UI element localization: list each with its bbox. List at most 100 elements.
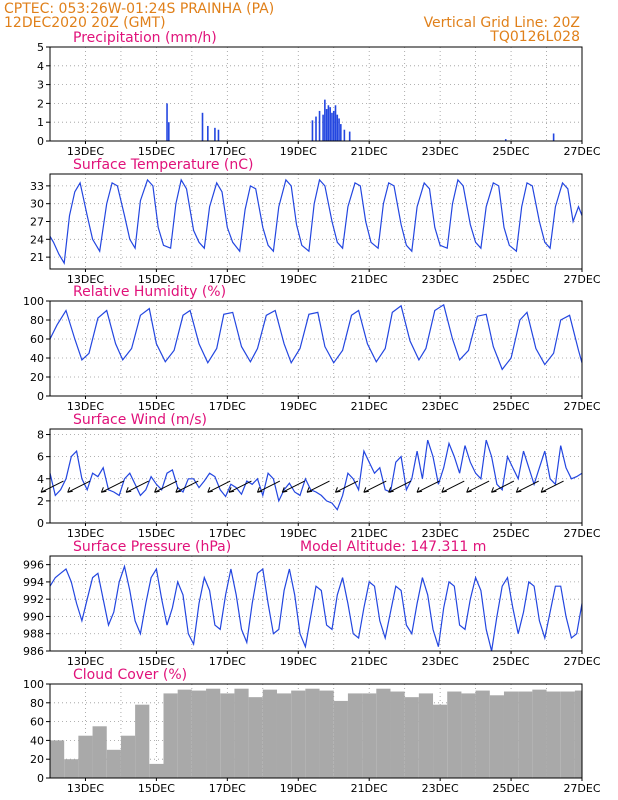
x-tick-label: 27DEC bbox=[563, 527, 600, 540]
cloud-bar bbox=[489, 695, 504, 778]
cloud-bar bbox=[291, 690, 306, 778]
x-tick-label: 25DEC bbox=[493, 782, 530, 795]
x-tick-label: 17DEC bbox=[209, 782, 246, 795]
cloud-bar bbox=[248, 697, 263, 778]
cloud-bar bbox=[461, 693, 476, 778]
precip-bar bbox=[322, 114, 324, 141]
x-tick-label: 25DEC bbox=[493, 527, 530, 540]
x-tick-label: 15DEC bbox=[138, 655, 175, 668]
x-tick-label: 17DEC bbox=[209, 273, 246, 286]
wind-vector bbox=[154, 480, 178, 493]
cloud-bar bbox=[149, 763, 164, 778]
x-tick-label: 13DEC bbox=[67, 145, 104, 158]
y-tick-label: 992 bbox=[23, 593, 44, 606]
y-tick-label: 20 bbox=[30, 753, 44, 766]
pressure-title: Surface Pressure (hPa) bbox=[73, 539, 231, 555]
precip-bar bbox=[214, 127, 216, 141]
x-tick-label: 25DEC bbox=[493, 145, 530, 158]
y-tick-label: 20 bbox=[30, 371, 44, 384]
precip-bar bbox=[166, 103, 168, 141]
cloud-bar bbox=[433, 704, 448, 778]
precip-bar bbox=[207, 125, 209, 141]
y-tick-label: 30 bbox=[30, 198, 44, 211]
y-tick-label: 27 bbox=[30, 216, 44, 229]
cloud-bar bbox=[135, 704, 150, 778]
cloud-bar bbox=[503, 691, 519, 778]
precip-bar bbox=[343, 129, 346, 141]
y-tick-label: 5 bbox=[37, 41, 44, 54]
panels: Precipitation (mm/h) 0 1 2 3 4 5 13DEC 15DEC 17DE… bbox=[23, 30, 601, 795]
y-tick-label: 80 bbox=[30, 314, 44, 327]
x-tick-label: 21DEC bbox=[351, 400, 388, 413]
wind-panel: Surface Wind (m/s) 0 2 4 6 8 13DEC 15DEC 17DEC 19… bbox=[37, 412, 601, 540]
y-tick-label: 0 bbox=[37, 135, 44, 148]
precip-bar bbox=[217, 129, 220, 141]
cloud-bar bbox=[305, 688, 320, 778]
wind-vector bbox=[256, 480, 281, 493]
wind-vector bbox=[306, 480, 330, 493]
temperature-line bbox=[49, 178, 583, 265]
x-tick-label: 27DEC bbox=[563, 400, 600, 413]
x-tick-label: 13DEC bbox=[67, 782, 104, 795]
cloud-bar bbox=[64, 759, 79, 778]
wind-vector bbox=[515, 480, 539, 493]
x-tick-label: 19DEC bbox=[280, 782, 317, 795]
cloud-bar bbox=[206, 688, 221, 778]
x-tick-label: 13DEC bbox=[67, 273, 104, 286]
x-tick-label: 21DEC bbox=[351, 527, 388, 540]
wind-vector bbox=[466, 480, 490, 493]
wind-frame bbox=[49, 428, 583, 524]
y-tick-label: 24 bbox=[30, 233, 44, 246]
y-tick-label: 0 bbox=[37, 390, 44, 403]
pressure-frame bbox=[49, 555, 583, 652]
precip-bar bbox=[504, 139, 507, 141]
x-tick-label: 23DEC bbox=[422, 655, 459, 668]
x-tick-label: 27DEC bbox=[563, 655, 600, 668]
precip-bar bbox=[331, 112, 333, 141]
humidity-panel: Relative Humidity (%) 0 20 40 60 80 100 13DEC 15… bbox=[23, 284, 601, 413]
x-tick-label: 27DEC bbox=[563, 782, 600, 795]
wind-vector bbox=[363, 480, 387, 493]
cloud-bar bbox=[574, 690, 582, 778]
cloud-bar bbox=[447, 691, 462, 778]
x-tick-label: 17DEC bbox=[209, 527, 246, 540]
y-tick-label: 1 bbox=[37, 116, 44, 129]
cloud-bar bbox=[362, 693, 377, 778]
y-tick-label: 60 bbox=[30, 716, 44, 729]
temperature-panel: Surface Temperature (nC) 21 24 27 30 33 13DEC 1… bbox=[30, 157, 601, 286]
precipitation-panel: Precipitation (mm/h) 0 1 2 3 4 5 13DEC 15DEC 17DE… bbox=[37, 30, 601, 158]
x-tick-label: 27DEC bbox=[563, 145, 600, 158]
precip-bar bbox=[327, 105, 330, 141]
y-tick-label: 100 bbox=[23, 295, 44, 308]
precip-bar bbox=[318, 110, 321, 141]
precip-bar bbox=[168, 122, 170, 141]
precip-bar bbox=[340, 124, 342, 141]
cloud-bar bbox=[276, 693, 292, 778]
cloud-bar bbox=[347, 693, 363, 778]
wind-vector bbox=[40, 480, 64, 493]
header: CPTEC: 053:26W-01:24S PRAINHA (PA) 12DEC… bbox=[4, 1, 580, 45]
precip-bar bbox=[329, 107, 331, 141]
y-tick-label: 80 bbox=[30, 697, 44, 710]
x-tick-label: 17DEC bbox=[209, 655, 246, 668]
y-tick-label: 2 bbox=[37, 97, 44, 110]
x-tick-label: 19DEC bbox=[280, 145, 317, 158]
cloud-cover-panel: Cloud Cover (%) 0 20 40 60 80 100 13DEC 15DEC 17D… bbox=[23, 667, 601, 795]
x-tick-label: 19DEC bbox=[280, 655, 317, 668]
wind-vector bbox=[175, 480, 199, 493]
pressure-line bbox=[49, 564, 583, 652]
precip-bar bbox=[336, 114, 339, 141]
precip-bar bbox=[332, 110, 335, 141]
x-tick-label: 21DEC bbox=[351, 145, 388, 158]
precip-bar bbox=[325, 109, 328, 141]
cloud-bar bbox=[78, 735, 93, 778]
x-tick-label: 15DEC bbox=[138, 400, 175, 413]
precip-bar bbox=[315, 116, 317, 141]
temperature-frame bbox=[49, 173, 583, 270]
x-tick-label: 15DEC bbox=[138, 527, 175, 540]
header-line2-right: TQ0126L028 bbox=[489, 29, 580, 45]
cloud-bar bbox=[376, 688, 391, 778]
y-tick-label: 60 bbox=[30, 333, 44, 346]
y-tick-label: 0 bbox=[37, 517, 44, 530]
